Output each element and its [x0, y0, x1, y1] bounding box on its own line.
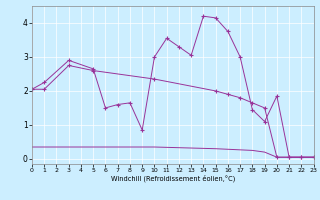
X-axis label: Windchill (Refroidissement éolien,°C): Windchill (Refroidissement éolien,°C) [111, 175, 235, 182]
